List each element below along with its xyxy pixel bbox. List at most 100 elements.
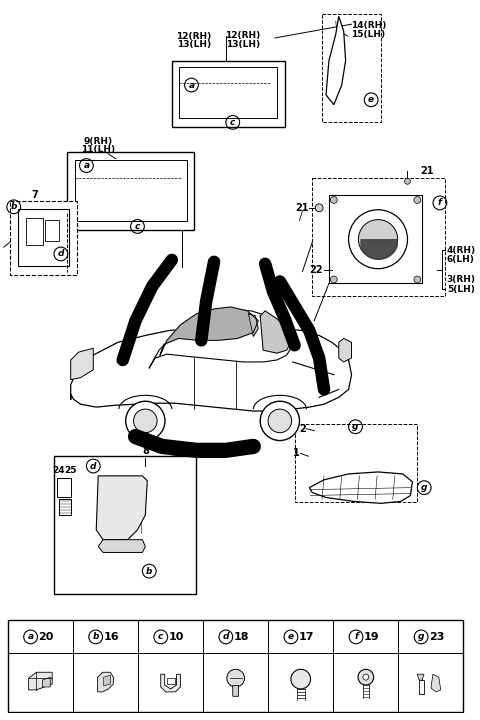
Polygon shape (249, 314, 258, 336)
Text: b: b (146, 567, 153, 575)
Text: f: f (438, 199, 442, 207)
Text: 3(RH): 3(RH) (447, 275, 476, 284)
Text: b: b (93, 632, 99, 642)
Text: 25: 25 (64, 466, 77, 475)
Text: 9(RH): 9(RH) (84, 137, 113, 146)
Circle shape (414, 197, 421, 203)
Circle shape (227, 670, 244, 687)
Bar (45, 220, 59, 241)
Bar (57, 478, 71, 498)
Text: 20: 20 (38, 632, 54, 642)
Text: g: g (352, 422, 359, 431)
Polygon shape (326, 17, 346, 104)
Circle shape (268, 409, 292, 433)
Polygon shape (29, 672, 52, 690)
Text: 2: 2 (299, 424, 306, 433)
Polygon shape (104, 675, 110, 686)
Text: e: e (368, 95, 374, 104)
Text: c: c (158, 632, 164, 642)
Bar (322, 14, 381, 122)
Circle shape (315, 204, 323, 212)
Text: d: d (223, 632, 229, 642)
Text: g: g (418, 632, 424, 642)
Text: a: a (27, 632, 34, 642)
Circle shape (358, 670, 374, 685)
Polygon shape (431, 674, 441, 692)
Text: 6(LH): 6(LH) (447, 256, 475, 264)
Text: d: d (58, 249, 64, 258)
Circle shape (363, 674, 369, 680)
Text: 1: 1 (293, 449, 300, 459)
Text: 19: 19 (364, 632, 380, 642)
Polygon shape (96, 476, 147, 540)
Text: a: a (189, 81, 194, 89)
Bar (419, 680, 424, 694)
Circle shape (291, 670, 311, 689)
Polygon shape (339, 338, 351, 362)
Text: 17: 17 (299, 632, 314, 642)
Text: 13(LH): 13(LH) (177, 40, 211, 49)
Bar (54, 456, 196, 594)
Bar (172, 60, 285, 127)
Circle shape (405, 179, 410, 184)
Text: d: d (90, 462, 96, 471)
Circle shape (133, 409, 157, 433)
Polygon shape (71, 348, 93, 379)
Text: 21: 21 (420, 166, 434, 176)
Circle shape (330, 197, 337, 203)
Polygon shape (98, 540, 145, 552)
Text: 23: 23 (429, 632, 444, 642)
Text: 5(LH): 5(LH) (447, 285, 475, 294)
Bar (18, 209, 69, 266)
Polygon shape (97, 672, 113, 692)
Bar (329, 195, 422, 284)
Bar (179, 68, 277, 119)
Bar (74, 160, 187, 220)
Circle shape (348, 210, 408, 269)
Bar (67, 152, 194, 230)
Bar (167, 678, 175, 684)
Text: f: f (354, 632, 358, 642)
Polygon shape (417, 674, 424, 680)
Circle shape (260, 401, 300, 441)
Circle shape (414, 276, 421, 283)
Text: 24: 24 (53, 466, 65, 475)
Text: c: c (135, 222, 140, 231)
Circle shape (359, 220, 398, 259)
Text: c: c (230, 118, 235, 127)
Text: 18: 18 (234, 632, 249, 642)
Text: e: e (288, 632, 294, 642)
Text: 10: 10 (169, 632, 184, 642)
Bar (59, 500, 71, 515)
Bar (8, 620, 464, 711)
Text: a: a (84, 161, 89, 170)
Text: 13(LH): 13(LH) (226, 40, 260, 49)
FancyBboxPatch shape (233, 685, 239, 696)
Circle shape (126, 401, 165, 441)
Text: g: g (421, 483, 428, 492)
Bar (10, 201, 77, 274)
Polygon shape (42, 678, 50, 687)
Text: 12(RH): 12(RH) (176, 32, 211, 41)
Text: 16: 16 (104, 632, 119, 642)
Text: 22: 22 (310, 265, 323, 274)
Bar (25, 217, 43, 245)
Circle shape (330, 276, 337, 283)
Bar (312, 179, 445, 296)
Polygon shape (149, 309, 293, 368)
Text: 21: 21 (296, 203, 309, 213)
Bar (295, 424, 417, 503)
Text: 7: 7 (31, 190, 38, 200)
Text: 11(LH): 11(LH) (81, 145, 115, 154)
Polygon shape (260, 311, 291, 353)
Text: 14(RH): 14(RH) (351, 21, 387, 30)
Polygon shape (160, 307, 258, 355)
Text: 12(RH): 12(RH) (225, 32, 260, 40)
Polygon shape (161, 674, 180, 692)
Polygon shape (71, 325, 351, 411)
Text: 15(LH): 15(LH) (351, 30, 385, 39)
Polygon shape (309, 472, 412, 503)
Text: b: b (11, 202, 17, 211)
Text: 4(RH): 4(RH) (447, 246, 476, 255)
Text: 8: 8 (142, 446, 149, 456)
